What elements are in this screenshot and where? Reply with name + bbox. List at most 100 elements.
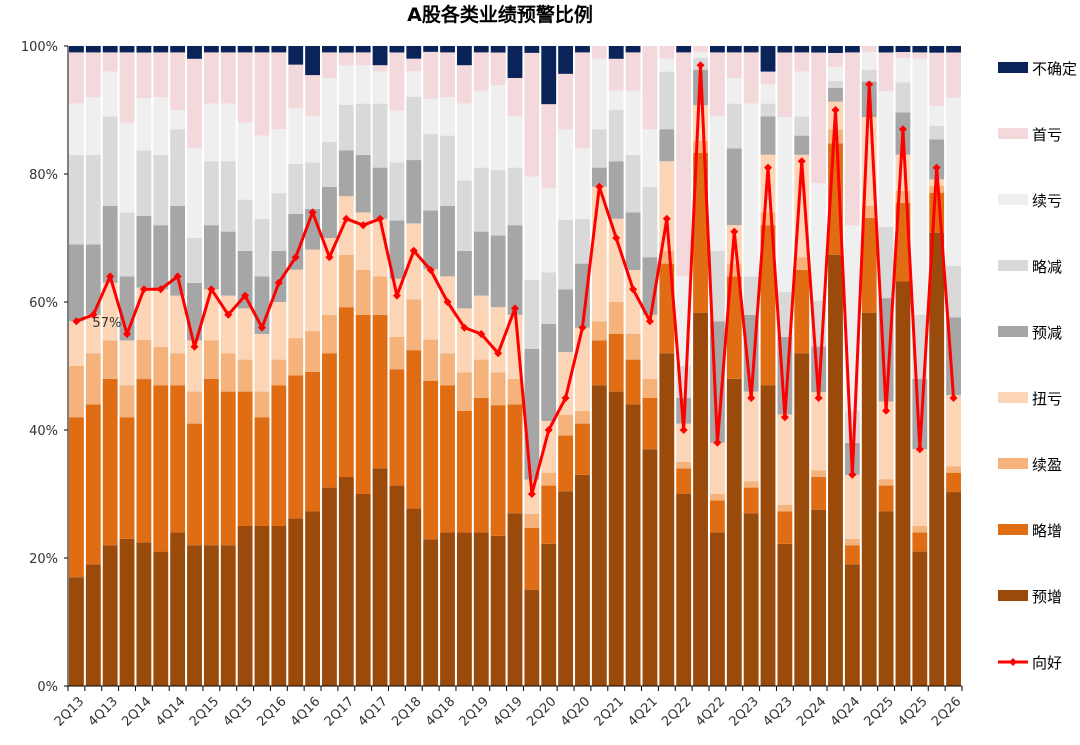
bar-segment [507,167,523,226]
bar-segment [929,106,945,126]
bar-segment [203,378,219,546]
bar-segment [153,346,169,386]
bar-segment [811,392,827,471]
bar-segment [85,46,101,53]
bar-segment [473,532,489,686]
bar-segment [743,487,759,514]
bar-segment [305,75,321,116]
bar-segment [203,161,219,226]
x-tick-label: 4Q17 [355,694,390,729]
bar-segment [322,487,337,686]
bar-segment [355,270,371,315]
trend-point [831,106,840,114]
bar-segment [895,58,911,83]
bar-segment [642,449,658,686]
bar-segment [85,52,101,98]
bar-segment [220,391,236,546]
bar-segment [828,87,843,102]
bar-segment [406,350,422,509]
bar-segment [423,210,439,270]
bar-segment [85,154,101,245]
bar-segment [575,423,590,475]
bar-segment [153,385,169,552]
bar-segment [760,385,776,686]
bar-segment [170,353,186,386]
bar-segment [575,327,590,411]
bar-segment [912,449,928,526]
bar-segment [693,140,708,153]
bar-segment [794,257,810,270]
bar-segment [743,481,759,488]
bar-segment [777,291,793,337]
trend-point [764,163,773,172]
bar-segment [473,52,489,91]
x-tick-label: 4Q19 [490,694,525,729]
bar-segment [203,340,219,379]
bar-segment [743,103,759,277]
bar-segment [389,369,405,486]
bar-segment [322,52,337,78]
bar-segment [406,508,422,686]
bar-segment [659,129,675,162]
bar-segment [102,340,118,379]
bar-segment [389,220,405,279]
bar-segment [794,71,810,117]
bar-segment [642,398,658,450]
bar-segment [136,287,152,340]
trend-point [544,426,553,434]
bar-segment [136,98,152,151]
trend-point [477,330,486,338]
bar-segment [946,466,961,473]
x-tick-label: 2Q16 [254,694,289,729]
bar-segment [170,129,186,206]
bar-segment [237,199,253,251]
x-tick-label: 2Q14 [119,694,154,729]
bar-segment [558,219,574,290]
bar-segment [844,52,860,226]
bar-segment [187,391,202,424]
bar-segment [440,97,455,136]
bar-segment [288,46,304,65]
trend-point [89,310,98,319]
bar-segment [642,186,658,258]
bar-segment [676,46,692,53]
bar-segment [878,227,894,299]
trend-point [409,246,418,255]
bar-segment [591,340,607,386]
bar-segment [726,378,742,686]
bar-segment [558,491,574,686]
bar-segment [372,314,388,469]
bar-segment [389,162,405,221]
bar-segment [490,372,506,406]
bar-segment [946,97,961,266]
bar-segment [507,378,523,405]
bar-segment [726,52,742,78]
bar-segment [406,58,422,72]
bar-segment [861,217,877,313]
bar-segment [490,170,506,236]
bar-segment [136,150,152,216]
bar-segment [591,385,607,686]
x-tick-label: 4Q25 [895,694,930,729]
bar-segment [85,353,101,405]
bar-segment [608,334,624,392]
bar-segment [743,46,759,53]
bar-segment [828,80,843,88]
bar-segment [676,468,692,494]
bar-segment [895,82,911,113]
bar-segment [389,278,405,337]
bar-segment [170,46,186,53]
legend-label: 续亏 [1032,192,1062,210]
bar-segment [69,366,84,418]
bar-segment [203,103,219,162]
bar-segment [490,235,506,308]
bar-segment [676,423,692,462]
bar-segment [608,161,624,219]
bar-segment [220,161,236,232]
trend-point [713,438,722,447]
bar-segment [929,232,945,686]
bar-segment [389,46,405,53]
bar-segment [440,385,455,533]
bar-segment [237,359,253,392]
bar-segment [203,52,219,104]
